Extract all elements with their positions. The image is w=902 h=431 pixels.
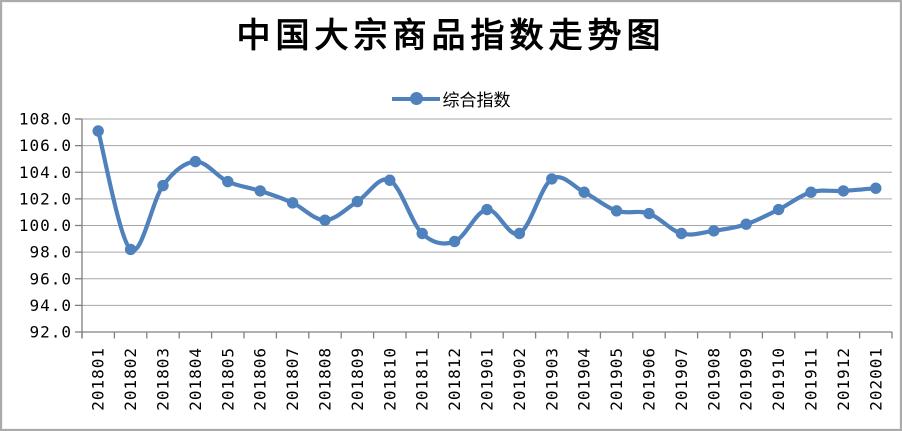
x-tick-label: 201909: [737, 347, 756, 411]
x-tick-label: 201910: [769, 347, 788, 411]
data-point-marker: [351, 195, 364, 208]
x-tick-label: 201904: [575, 347, 594, 411]
y-tick-label: 92.0: [29, 323, 72, 342]
y-tick-label: 98.0: [29, 243, 72, 262]
data-point-marker: [189, 155, 202, 168]
x-tick-label: 201902: [510, 347, 529, 411]
data-point-marker: [805, 186, 817, 198]
data-point-marker: [740, 218, 752, 230]
data-point-marker: [870, 182, 882, 194]
y-tick-label: 108.0: [19, 110, 72, 129]
data-point-marker: [837, 185, 850, 197]
data-point-marker: [254, 185, 266, 197]
x-tick-label: 201809: [348, 347, 367, 411]
x-tick-label: 201803: [154, 347, 173, 411]
y-tick-label: 102.0: [19, 189, 72, 208]
x-tick-label: 201907: [672, 347, 691, 411]
data-point-marker: [416, 227, 428, 240]
x-tick-label: 202001: [866, 347, 885, 411]
data-point-marker: [448, 235, 461, 248]
y-tick-label: 94.0: [29, 296, 72, 315]
legend-dot-icon: [409, 92, 423, 105]
y-tick-label: 96.0: [29, 269, 72, 288]
x-tick-label: 201808: [316, 347, 335, 411]
legend-series-label: 综合指数: [442, 91, 511, 111]
data-point-marker: [384, 174, 396, 186]
data-point-marker: [546, 173, 558, 185]
chart-title: 中国大宗商品指数走势图: [236, 16, 666, 56]
x-tick-label: 201807: [283, 347, 302, 411]
data-point-marker: [319, 214, 331, 226]
data-point-marker: [772, 203, 785, 216]
data-point-marker: [513, 227, 526, 240]
x-tick-label: 201905: [607, 347, 626, 411]
data-point-marker: [578, 186, 590, 198]
x-tick-label: 201908: [704, 347, 723, 411]
x-tick-label: 201911: [802, 347, 821, 411]
data-point-marker: [92, 125, 104, 137]
data-point-marker: [610, 205, 623, 217]
x-tick-label: 201810: [380, 347, 399, 411]
y-tick-label: 106.0: [19, 136, 72, 155]
data-point-marker: [675, 227, 688, 240]
data-point-marker: [157, 179, 169, 192]
data-point-marker: [222, 175, 234, 188]
data-point-marker: [124, 243, 137, 256]
x-tick-label: 201906: [640, 347, 659, 411]
data-point-marker: [286, 197, 299, 209]
y-tick-label: 104.0: [19, 163, 72, 182]
series-line: [96, 128, 878, 253]
x-tick-label: 201812: [445, 347, 464, 411]
x-tick-label: 201805: [218, 347, 237, 411]
x-tick-label: 201802: [121, 347, 140, 411]
data-point-marker: [643, 207, 655, 220]
legend-line-marker-icon: [391, 92, 440, 105]
x-tick-label: 201806: [251, 347, 270, 411]
x-tick-label: 201801: [89, 347, 108, 411]
x-tick-label: 201903: [542, 347, 561, 411]
x-tick-label: 201912: [834, 347, 853, 411]
data-point-marker: [708, 225, 720, 237]
legend: 综合指数: [0, 86, 902, 111]
x-tick-label: 201811: [413, 347, 432, 411]
data-point-marker: [481, 203, 493, 216]
x-tick-label: 201804: [186, 347, 205, 411]
x-tick-label: 201901: [478, 347, 497, 411]
y-tick-label: 100.0: [19, 216, 72, 235]
